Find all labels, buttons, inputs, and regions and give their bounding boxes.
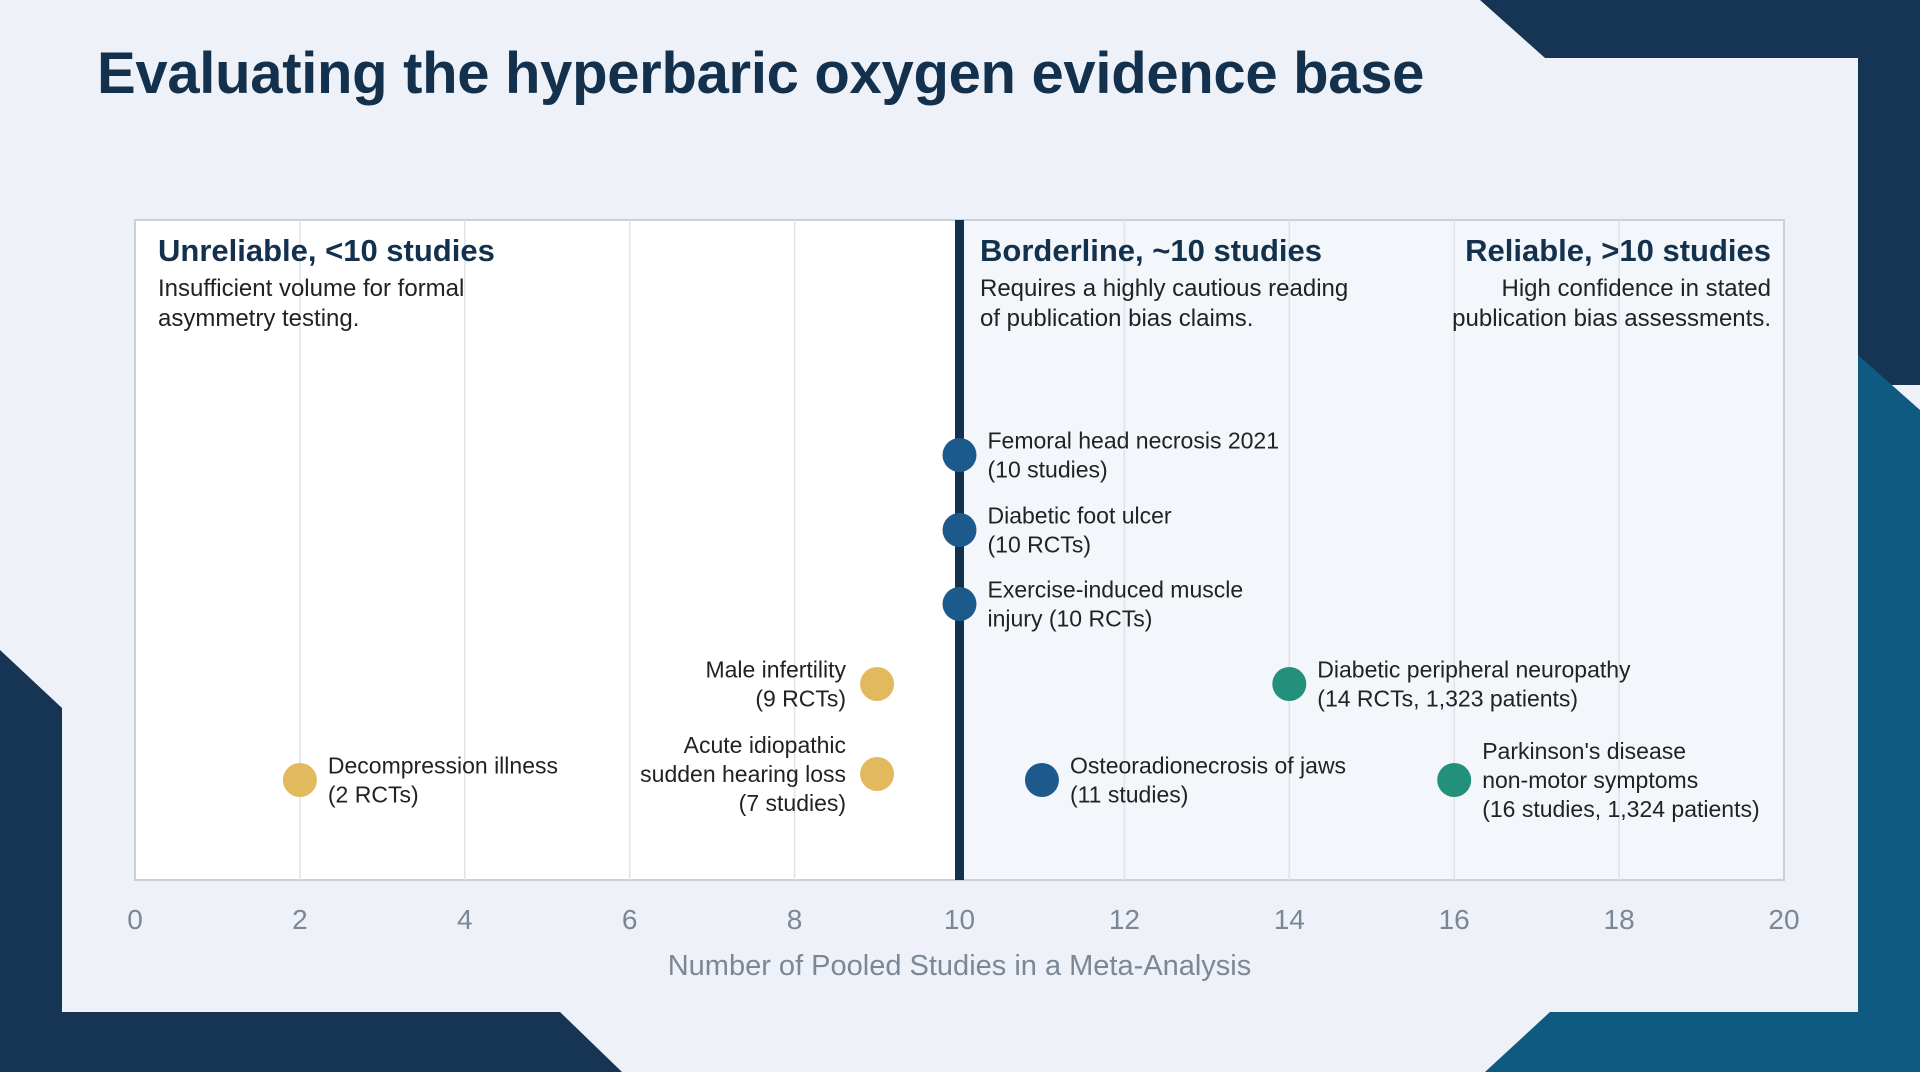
x-tick-label: 20 <box>1768 904 1799 935</box>
data-point-label: Parkinson's disease <box>1482 738 1686 764</box>
plot-area-reliable <box>958 219 1785 881</box>
data-point-borderline <box>942 513 977 547</box>
plot-area-unreliable <box>134 219 961 881</box>
zone-desc-borderline: of publication bias claims. <box>980 305 1253 332</box>
data-point-label: Decompression illness <box>328 753 558 779</box>
data-point-label: (10 RCTs) <box>988 532 1092 558</box>
zone-desc-reliable: High confidence in stated <box>1501 275 1771 302</box>
x-axis-title: Number of Pooled Studies in a Meta-Analy… <box>668 950 1252 982</box>
data-point-label: (14 RCTs, 1,323 patients) <box>1317 686 1578 712</box>
data-point-label: Acute idiopathic <box>684 732 846 758</box>
slide-title: Evaluating the hyperbaric oxygen evidenc… <box>97 41 1425 106</box>
x-tick-label: 14 <box>1274 904 1305 935</box>
zone-title-unreliable: Unreliable, <10 studies <box>158 233 495 268</box>
zone-desc-reliable: publication bias assessments. <box>1452 305 1771 332</box>
data-point-label: Exercise-induced muscle <box>988 577 1244 603</box>
x-tick-label: 2 <box>292 904 308 935</box>
data-point-borderline <box>942 587 977 621</box>
data-point-unreliable <box>282 763 317 797</box>
data-point-reliable <box>1437 763 1472 797</box>
frame-top-right-dark <box>1480 0 1920 385</box>
data-point-reliable <box>1272 667 1307 701</box>
data-point-label: (10 studies) <box>988 457 1108 483</box>
data-point-unreliable <box>860 757 895 791</box>
frame-right-teal <box>1858 355 1920 1072</box>
data-point-label: (2 RCTs) <box>328 782 419 808</box>
data-point-label: sudden hearing loss <box>640 761 846 787</box>
x-tick-label: 12 <box>1109 904 1140 935</box>
frame-left-dark <box>0 650 62 1012</box>
frame-bottom-right-teal <box>1485 1012 1920 1072</box>
data-point-unreliable <box>860 667 895 701</box>
data-point-label: injury (10 RCTs) <box>988 606 1153 632</box>
zone-desc-borderline: Requires a highly cautious reading <box>980 275 1348 302</box>
data-point-label: non-motor symptoms <box>1482 767 1698 793</box>
data-point-label: Male infertility <box>705 657 846 683</box>
x-tick-label: 4 <box>457 904 473 935</box>
data-point-label: (9 RCTs) <box>755 686 846 712</box>
frame-bottom-left-dark <box>0 1012 622 1072</box>
x-tick-label: 16 <box>1439 904 1470 935</box>
data-point-label: (16 studies, 1,324 patients) <box>1482 796 1759 822</box>
zone-title-borderline: Borderline, ~10 studies <box>980 233 1322 268</box>
x-tick-label: 0 <box>127 904 143 935</box>
x-tick-label: 10 <box>944 904 975 935</box>
data-point-label: Osteoradionecrosis of jaws <box>1070 753 1346 779</box>
data-point-label: (11 studies) <box>1070 782 1188 808</box>
x-tick-label: 6 <box>622 904 638 935</box>
data-point-label: Diabetic peripheral neuropathy <box>1317 657 1631 683</box>
x-tick-label: 18 <box>1604 904 1635 935</box>
zone-title-reliable: Reliable, >10 studies <box>1465 233 1771 268</box>
zone-desc-unreliable: Insufficient volume for formal <box>158 275 464 302</box>
data-point-borderline <box>942 438 977 472</box>
zone-desc-unreliable: asymmetry testing. <box>158 305 359 332</box>
data-point-borderline <box>1024 763 1059 797</box>
data-point-label: (7 studies) <box>739 790 846 816</box>
data-point-label: Femoral head necrosis 2021 <box>988 428 1280 454</box>
x-tick-label: 8 <box>787 904 803 935</box>
data-point-label: Diabetic foot ulcer <box>988 503 1172 529</box>
